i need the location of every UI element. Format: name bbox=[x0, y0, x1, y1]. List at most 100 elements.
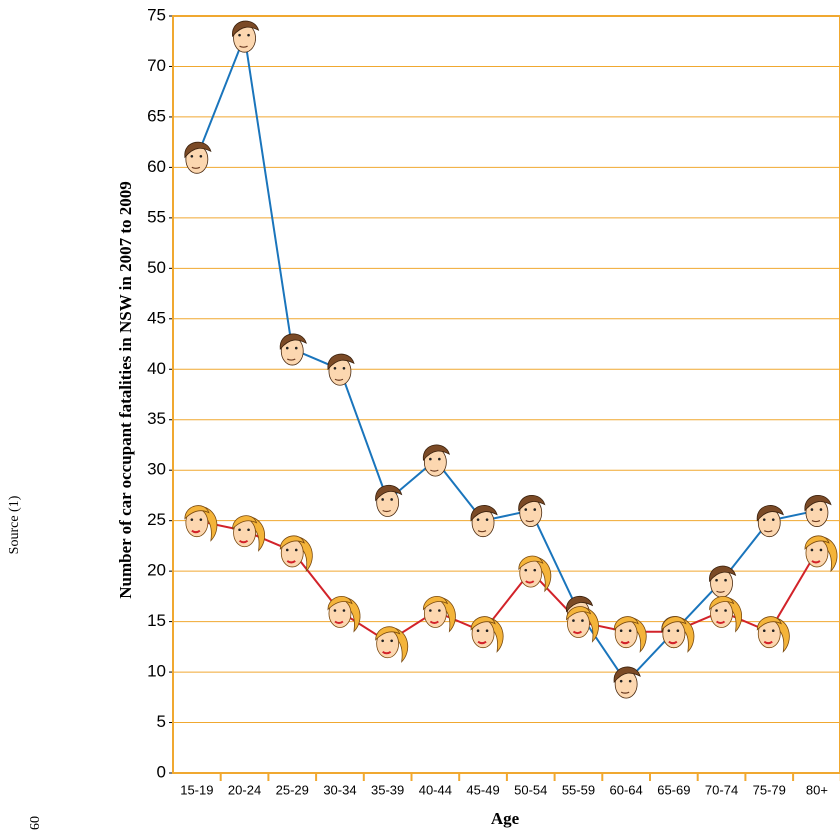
hair bbox=[470, 616, 496, 631]
lips bbox=[238, 539, 249, 544]
eye bbox=[476, 629, 480, 632]
source-note: Source (1) bbox=[7, 495, 22, 554]
mouth bbox=[239, 45, 248, 48]
eye bbox=[524, 508, 528, 511]
x-tick-label: 65-69 bbox=[657, 782, 690, 797]
hair bbox=[661, 616, 687, 631]
face-marker bbox=[566, 606, 599, 643]
eye bbox=[485, 629, 489, 632]
face-marker bbox=[375, 626, 409, 663]
face-marker bbox=[279, 333, 307, 366]
x-tick-label: 45-49 bbox=[466, 782, 499, 797]
eye bbox=[294, 548, 298, 552]
x-tick-label: 20-24 bbox=[228, 782, 261, 797]
eye bbox=[247, 33, 250, 37]
eye bbox=[238, 528, 241, 532]
hair bbox=[613, 666, 641, 684]
x-axis-label: Age bbox=[491, 809, 520, 828]
hair bbox=[375, 485, 403, 502]
y-axis-label: Number of car occupant fatalities in NSW… bbox=[116, 181, 135, 598]
hair bbox=[422, 444, 450, 462]
eye bbox=[771, 518, 775, 521]
eye bbox=[619, 679, 623, 683]
y-tick-label: 45 bbox=[147, 308, 166, 327]
x-tick-label: 55-59 bbox=[562, 782, 595, 797]
hair bbox=[518, 555, 544, 571]
eye bbox=[628, 679, 632, 683]
eye bbox=[715, 609, 718, 612]
eye bbox=[381, 498, 384, 501]
lips bbox=[668, 640, 678, 645]
y-tick-label: 0 bbox=[157, 762, 166, 781]
y-tick-label: 55 bbox=[147, 207, 166, 226]
hair bbox=[184, 141, 212, 159]
eye bbox=[190, 518, 194, 521]
eye bbox=[724, 609, 727, 612]
lips bbox=[382, 650, 392, 655]
eye bbox=[572, 619, 575, 622]
eye bbox=[724, 578, 727, 582]
eye bbox=[667, 629, 671, 632]
eye bbox=[628, 629, 632, 632]
face-marker bbox=[756, 505, 784, 538]
eye bbox=[438, 457, 441, 461]
eye bbox=[715, 578, 718, 582]
eye bbox=[819, 548, 823, 552]
mouth bbox=[191, 166, 201, 169]
lips bbox=[620, 640, 630, 645]
lips bbox=[334, 620, 344, 625]
face-marker bbox=[184, 505, 218, 542]
face-marker bbox=[613, 666, 641, 699]
eye bbox=[810, 508, 814, 511]
mouth bbox=[525, 520, 535, 523]
hair bbox=[279, 535, 305, 550]
x-tick-label: 35-39 bbox=[371, 782, 404, 797]
lips bbox=[286, 560, 296, 564]
hair bbox=[756, 505, 784, 522]
y-tick-label: 70 bbox=[147, 56, 166, 75]
face-marker bbox=[422, 596, 456, 633]
eye bbox=[485, 518, 489, 521]
hair bbox=[232, 515, 258, 530]
eye bbox=[619, 629, 623, 632]
eye bbox=[390, 639, 393, 643]
eye bbox=[333, 366, 337, 370]
hair bbox=[709, 565, 737, 583]
lips bbox=[191, 529, 201, 534]
eye bbox=[429, 609, 432, 612]
face-marker bbox=[613, 616, 647, 653]
hair bbox=[566, 596, 594, 613]
x-tick-label: 15-19 bbox=[180, 782, 213, 797]
eye bbox=[381, 639, 384, 643]
mouth bbox=[286, 358, 296, 361]
y-tick-label: 20 bbox=[147, 561, 166, 580]
eye bbox=[333, 609, 337, 612]
eye bbox=[810, 548, 814, 552]
face-marker bbox=[470, 505, 498, 538]
eye bbox=[285, 346, 289, 350]
hair bbox=[327, 353, 355, 371]
face-marker bbox=[470, 616, 504, 653]
x-tick-label: 60-64 bbox=[610, 782, 643, 797]
eye bbox=[342, 609, 346, 612]
face-marker bbox=[709, 596, 743, 633]
face-marker bbox=[184, 141, 212, 174]
y-tick-label: 5 bbox=[157, 712, 166, 731]
y-tick-label: 35 bbox=[147, 409, 166, 428]
face-marker bbox=[375, 485, 403, 517]
x-tick-label: 75-79 bbox=[753, 782, 786, 797]
y-tick-label: 75 bbox=[147, 5, 166, 24]
page-number: 09 bbox=[26, 816, 41, 830]
mouth bbox=[477, 530, 487, 533]
mouth bbox=[811, 520, 821, 523]
face-marker bbox=[232, 515, 266, 552]
y-tick-label: 15 bbox=[147, 611, 166, 630]
face-marker bbox=[804, 495, 832, 527]
lips bbox=[477, 640, 487, 645]
face-marker bbox=[804, 535, 838, 573]
plot-border bbox=[172, 15, 840, 774]
y-tick-label: 40 bbox=[147, 359, 166, 378]
face-marker bbox=[518, 495, 546, 527]
face-marker bbox=[422, 444, 450, 477]
